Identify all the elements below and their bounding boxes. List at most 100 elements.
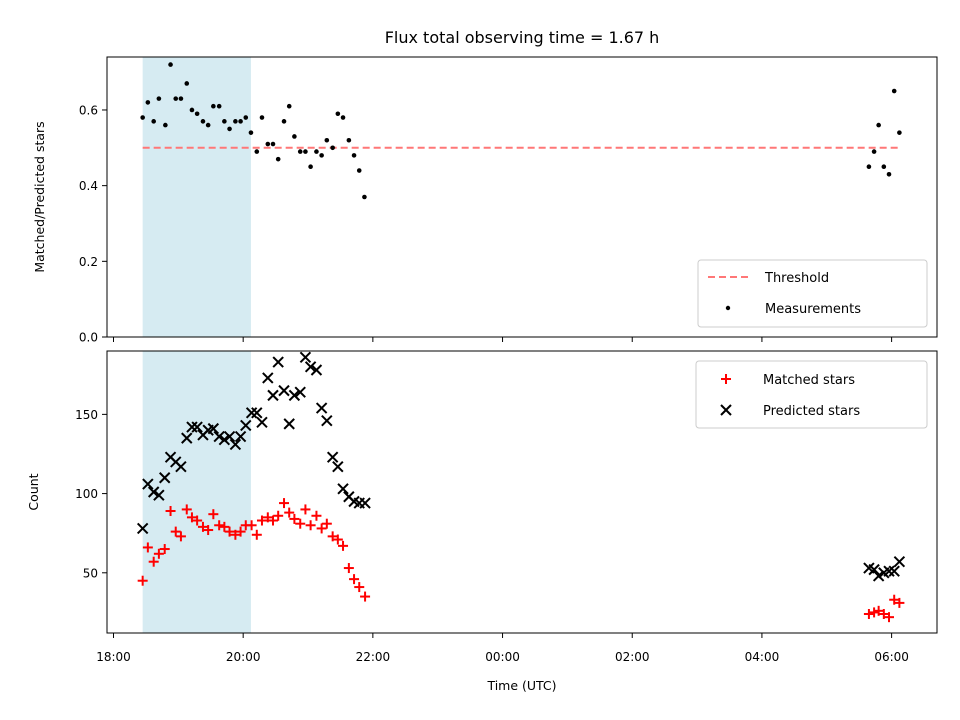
matched-star-marker bbox=[360, 591, 371, 602]
marker-stroke bbox=[315, 402, 328, 414]
x-tick-label: 18:00 bbox=[96, 650, 131, 664]
predicted-star-marker bbox=[223, 430, 236, 443]
bottom-y-tick-label: 150 bbox=[75, 408, 98, 422]
matched-star-marker bbox=[214, 520, 225, 531]
predicted-star-marker bbox=[294, 386, 306, 398]
predicted-star-marker bbox=[278, 384, 290, 397]
matched-star-marker bbox=[153, 548, 164, 559]
marker-stroke bbox=[863, 562, 875, 574]
predicted-star-marker bbox=[251, 407, 263, 419]
marker-stroke bbox=[883, 565, 895, 577]
predicted-star-marker bbox=[337, 483, 349, 495]
marker-stroke bbox=[310, 364, 323, 376]
matched-star-marker bbox=[219, 521, 230, 532]
measurement-point bbox=[351, 153, 357, 158]
marker-stroke bbox=[142, 478, 154, 490]
marker-stroke bbox=[326, 451, 339, 463]
x-tick-label: 04:00 bbox=[745, 650, 780, 664]
measurement-point bbox=[205, 122, 211, 128]
matched-star-marker bbox=[349, 574, 360, 585]
measurements-legend-label: Measurements bbox=[765, 302, 861, 317]
bottom-panel: 50 100 150 18:00 20:00 22:00 00:00 02:00 04:00 0… bbox=[26, 350, 938, 693]
top-panel: 0.0 0.2 0.4 0.6 Matched/Predicted stars Thr… bbox=[32, 56, 938, 345]
matched-legend-label: Matched stars bbox=[763, 373, 855, 388]
measurement-point bbox=[275, 156, 281, 162]
predicted-star-marker bbox=[245, 407, 258, 419]
matched-star-marker bbox=[316, 523, 327, 534]
marker-stroke bbox=[359, 497, 371, 509]
marker-stroke bbox=[153, 489, 165, 501]
measurement-point bbox=[308, 164, 313, 170]
marker-stroke bbox=[181, 432, 193, 444]
predicted-star-marker bbox=[288, 389, 301, 402]
measurement-point bbox=[297, 149, 303, 154]
top-panel-frame bbox=[106, 56, 938, 338]
marker-stroke bbox=[159, 472, 171, 484]
predicted-star-marker bbox=[883, 565, 895, 577]
predicted-star-marker bbox=[359, 497, 371, 509]
matched-star-marker bbox=[192, 515, 203, 526]
measurement-point bbox=[881, 164, 887, 170]
bottom-y-tick-label: 50 bbox=[83, 566, 98, 580]
matched-star-marker bbox=[894, 597, 905, 608]
top-y-tick-label: 0.4 bbox=[79, 179, 98, 193]
x-tick-label: 06:00 bbox=[874, 650, 909, 664]
measurement-point bbox=[222, 119, 227, 124]
matched-star-marker bbox=[175, 531, 186, 542]
measurement-point bbox=[362, 194, 367, 200]
top-y-tick-label: 0.2 bbox=[79, 255, 98, 269]
matched-star-marker bbox=[863, 608, 874, 619]
marker-stroke bbox=[288, 389, 301, 402]
predicted-star-marker bbox=[181, 432, 193, 444]
measurement-point bbox=[324, 137, 330, 143]
measurement-point bbox=[145, 100, 151, 105]
measurement-point bbox=[216, 103, 222, 109]
marker-stroke bbox=[888, 565, 900, 577]
measurement-point bbox=[163, 122, 168, 128]
matched-star-marker bbox=[273, 510, 284, 521]
matched-star-marker bbox=[305, 520, 316, 531]
measurement-point bbox=[178, 96, 184, 101]
predicted-star-marker bbox=[240, 419, 252, 432]
predicted-star-marker bbox=[262, 372, 274, 384]
marker-stroke bbox=[207, 422, 220, 435]
measurement-point bbox=[189, 107, 195, 113]
matched-star-marker bbox=[873, 605, 884, 616]
matched-star-marker bbox=[321, 518, 332, 529]
matched-star-marker bbox=[235, 526, 246, 537]
matched-star-marker bbox=[295, 518, 306, 529]
marker-stroke bbox=[245, 407, 258, 419]
measurement-point bbox=[211, 103, 216, 109]
matched-star-marker bbox=[224, 526, 235, 537]
measurement-point bbox=[281, 119, 287, 124]
matched-legend-swatch bbox=[721, 374, 731, 384]
matched-star-marker bbox=[289, 513, 300, 524]
predicted-star-marker bbox=[272, 356, 284, 368]
marker-stroke bbox=[256, 416, 268, 428]
matched-star-marker bbox=[181, 504, 192, 515]
measurement-point bbox=[314, 149, 319, 154]
bottom-legend: Matched stars Predicted stars bbox=[695, 360, 928, 429]
marker-stroke bbox=[229, 438, 242, 451]
predicted-star-marker bbox=[315, 402, 328, 414]
top-y-tick-label: 0.0 bbox=[79, 331, 98, 345]
measurement-point bbox=[233, 119, 238, 124]
matched-star-marker bbox=[246, 520, 257, 531]
marker-stroke bbox=[283, 418, 295, 430]
measurement-point bbox=[184, 81, 190, 86]
top-observing-span bbox=[142, 57, 251, 337]
measurement-point bbox=[194, 111, 200, 117]
matched-star-marker bbox=[148, 556, 159, 567]
measurement-point bbox=[891, 88, 897, 94]
measurement-point bbox=[238, 119, 243, 124]
marker-stroke bbox=[251, 407, 263, 419]
bottom-panel-frame bbox=[106, 350, 938, 634]
predicted-star-marker bbox=[256, 416, 268, 428]
matched-star-marker bbox=[889, 594, 900, 605]
predicted-star-marker bbox=[142, 478, 154, 490]
marker-stroke bbox=[348, 495, 360, 508]
x-tick-label: 22:00 bbox=[356, 650, 391, 664]
measurement-point bbox=[265, 141, 271, 147]
matched-star-marker bbox=[256, 515, 267, 526]
